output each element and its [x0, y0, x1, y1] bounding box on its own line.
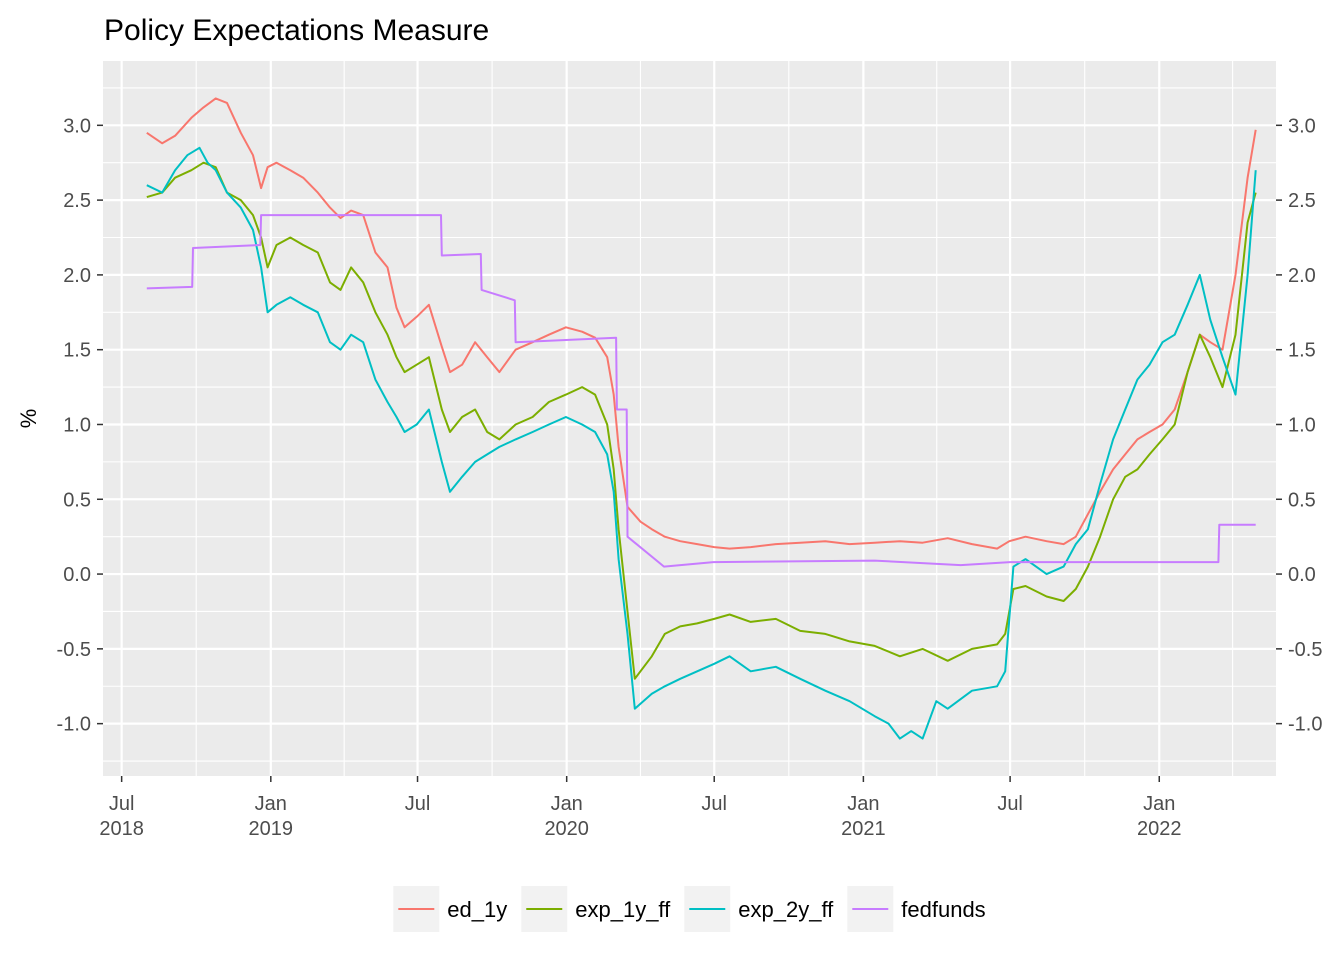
x-tick-label-month: Jul	[997, 793, 1023, 815]
x-tick-label-year: 2019	[249, 818, 294, 840]
y-tick-label: 0.0	[63, 564, 91, 586]
x-tick-label-month: Jul	[701, 793, 727, 815]
y2-tick-label: 3.0	[1288, 115, 1316, 137]
x-tick-label-year: 2022	[1137, 818, 1182, 840]
y-axis-right: -1.0 -0.5 0.0 0.5 1.0 1.5 2.0 2.5 3.0	[1276, 115, 1322, 736]
x-tick-label-year: 2021	[841, 818, 886, 840]
y-tick-label: 2.5	[63, 190, 91, 212]
series-line-exp-1y-ff	[146, 161, 1257, 680]
y-tick-label: 1.5	[63, 340, 91, 362]
series-line-fedfunds	[146, 214, 1256, 568]
x-axis: Jul 2018 Jan 2019 Jul Jan 2020 Jul Jan 2021 Jul Jan…	[99, 776, 1182, 840]
legend-label-fedfunds: fedfunds	[901, 897, 985, 922]
y2-tick-label: 2.5	[1288, 190, 1316, 212]
y2-tick-label: -1.0	[1288, 714, 1322, 736]
legend-label-exp-2y-ff: exp_2y_ff	[738, 897, 834, 922]
x-tick-label-year: 2020	[544, 818, 589, 840]
x-tick-label-month: Jan	[551, 793, 583, 815]
y2-tick-label: 1.5	[1288, 340, 1316, 362]
plot-panel	[103, 61, 1276, 776]
y-tick-label: -0.5	[57, 639, 91, 661]
grid-minor	[103, 61, 1276, 776]
x-tick-label-month: Jan	[1143, 793, 1175, 815]
x-tick-label-year: 2018	[99, 818, 144, 840]
series-lines	[146, 97, 1257, 740]
chart-title: Policy Expectations Measure	[104, 14, 489, 47]
series-line-ed-1y	[146, 97, 1257, 550]
series-line-exp-2y-ff	[146, 146, 1257, 740]
legend-label-exp-1y-ff: exp_1y_ff	[575, 897, 671, 922]
y2-tick-label: -0.5	[1288, 639, 1322, 661]
y-tick-label: 2.0	[63, 265, 91, 287]
y-axis-title: %	[16, 409, 41, 429]
y-tick-label: 1.0	[63, 414, 91, 436]
y-tick-label: 3.0	[63, 115, 91, 137]
y2-tick-label: 2.0	[1288, 265, 1316, 287]
legend: ed_1y exp_1y_ff exp_2y_ff fedfunds	[393, 886, 986, 932]
x-tick-label-month: Jul	[405, 793, 431, 815]
grid-major	[103, 61, 1276, 776]
legend-label-ed-1y: ed_1y	[447, 897, 507, 922]
y-tick-label: 0.5	[63, 489, 91, 511]
y-axis-left: -1.0 -0.5 0.0 0.5 1.0 1.5 2.0 2.5 3.0	[57, 115, 103, 736]
y-tick-label: -1.0	[57, 714, 91, 736]
y2-tick-label: 1.0	[1288, 414, 1316, 436]
x-tick-label-month: Jan	[847, 793, 879, 815]
y2-tick-label: 0.5	[1288, 489, 1316, 511]
x-tick-label-month: Jan	[255, 793, 287, 815]
y2-tick-label: 0.0	[1288, 564, 1316, 586]
x-tick-label-month: Jul	[109, 793, 135, 815]
